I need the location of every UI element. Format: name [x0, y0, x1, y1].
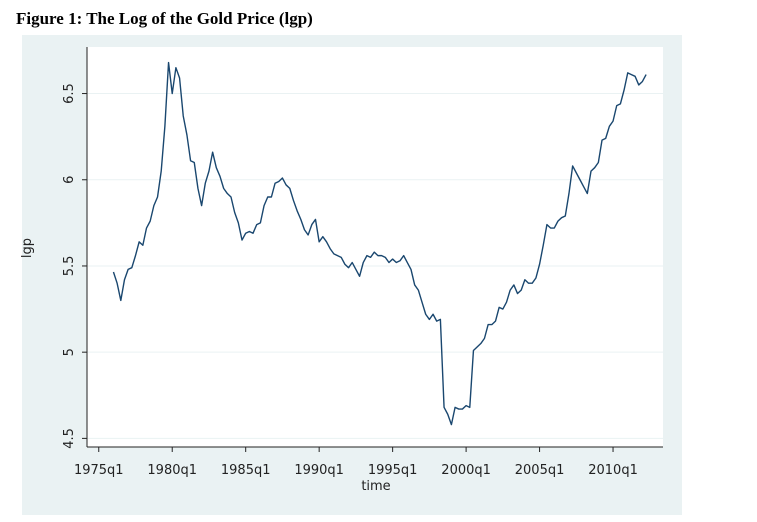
x-tick-label: 2000q1 — [441, 463, 491, 478]
y-tick-label: 6.5 — [62, 83, 77, 104]
data-line — [112, 61, 647, 426]
chart-title: Figure 1: The Log of the Gold Price (lgp… — [16, 9, 313, 28]
y-tick-label: 4.5 — [62, 428, 77, 449]
x-axis-label: time — [361, 479, 390, 494]
x-tick-label: 1980q1 — [147, 463, 197, 478]
x-tick-label: 1975q1 — [74, 463, 124, 478]
x-tick-label: 1995q1 — [368, 463, 418, 478]
x-tick-label: 1990q1 — [294, 463, 344, 478]
y-tick-label: 6 — [62, 176, 77, 184]
y-tick-label: 5 — [62, 348, 77, 356]
x-tick-label: 2005q1 — [515, 463, 565, 478]
x-tick-label: 1985q1 — [221, 463, 271, 478]
y-tick-label: 5.5 — [62, 256, 77, 277]
plot-area — [87, 47, 663, 447]
x-tick-label: 2010q1 — [588, 463, 638, 478]
y-axis-label: lgp — [20, 238, 35, 258]
